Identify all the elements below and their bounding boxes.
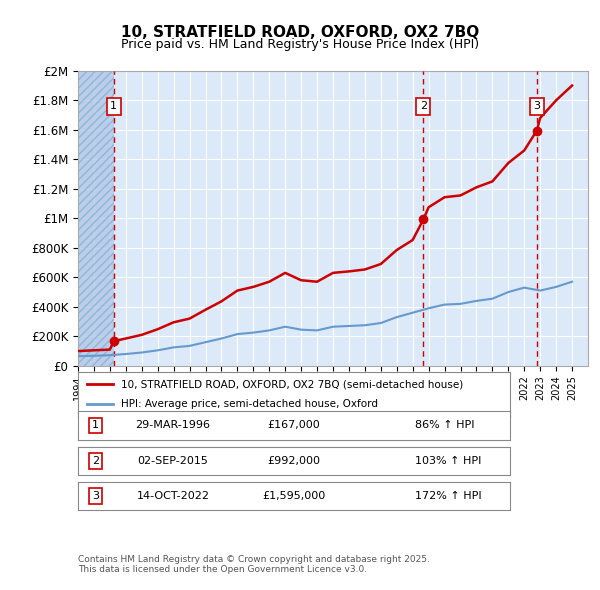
Text: £1,595,000: £1,595,000 [262,491,326,501]
Text: £992,000: £992,000 [268,456,320,466]
Text: 3: 3 [533,101,541,111]
Text: £167,000: £167,000 [268,421,320,430]
Text: 10, STRATFIELD ROAD, OXFORD, OX2 7BQ: 10, STRATFIELD ROAD, OXFORD, OX2 7BQ [121,25,479,40]
Text: 1: 1 [92,421,99,430]
Text: Price paid vs. HM Land Registry's House Price Index (HPI): Price paid vs. HM Land Registry's House … [121,38,479,51]
Text: Contains HM Land Registry data © Crown copyright and database right 2025.
This d: Contains HM Land Registry data © Crown c… [78,555,430,574]
Text: 10, STRATFIELD ROAD, OXFORD, OX2 7BQ (semi-detached house): 10, STRATFIELD ROAD, OXFORD, OX2 7BQ (se… [121,379,463,389]
Text: 2: 2 [92,456,99,466]
Text: 3: 3 [92,491,99,501]
Text: 02-SEP-2015: 02-SEP-2015 [137,456,208,466]
Text: 172% ↑ HPI: 172% ↑ HPI [415,491,482,501]
Text: 14-OCT-2022: 14-OCT-2022 [137,491,209,501]
Text: 103% ↑ HPI: 103% ↑ HPI [415,456,481,466]
Text: 86% ↑ HPI: 86% ↑ HPI [415,421,475,430]
Text: 1: 1 [110,101,117,111]
Text: 29-MAR-1996: 29-MAR-1996 [136,421,211,430]
Bar [78,71,114,366]
Text: 2: 2 [420,101,427,111]
Text: HPI: Average price, semi-detached house, Oxford: HPI: Average price, semi-detached house,… [121,399,378,408]
